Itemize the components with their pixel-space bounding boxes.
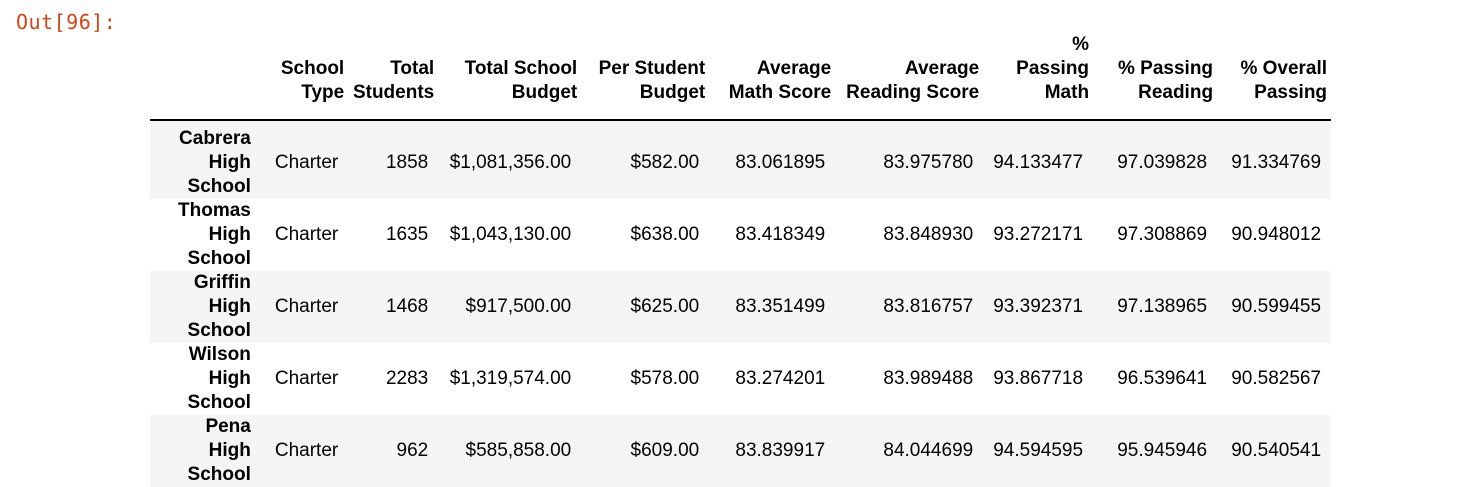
cell-total-school-budget: $1,319,574.00 bbox=[449, 368, 572, 389]
dataframe-output: School Type Total Students Total School Bud… bbox=[150, 0, 1332, 487]
cell-total-students: 1635 bbox=[385, 224, 429, 245]
cell-average-math-score: 83.274201 bbox=[735, 368, 826, 389]
table-row: Cabrera High School Charter 1858 $1,081,3… bbox=[150, 120, 1332, 199]
row-index-label: Cabrera High School bbox=[179, 128, 251, 197]
cell-school-type: Charter bbox=[274, 296, 339, 317]
table-header: School Type Total Students Total School Bud… bbox=[150, 0, 1332, 121]
cell-average-reading-score: 83.848930 bbox=[883, 224, 974, 245]
index-header bbox=[150, 0, 263, 121]
cell-school-type: Charter bbox=[274, 368, 339, 389]
row-index-label: Griffin High School bbox=[187, 272, 251, 341]
column-header-per-student-budget: Per Student Budget bbox=[581, 0, 710, 121]
cell-overall-passing: 90.582567 bbox=[1231, 368, 1322, 389]
output-prompt: Out[96]: bbox=[16, 10, 117, 34]
table-row: Wilson High School Charter 2283 $1,319,57… bbox=[150, 343, 1331, 415]
column-header-total-school-budget: Total School Budget bbox=[438, 0, 582, 121]
cell-total-school-budget: $917,500.00 bbox=[465, 296, 572, 317]
cell-total-students: 2283 bbox=[385, 368, 429, 389]
cell-average-math-score: 83.418349 bbox=[735, 224, 826, 245]
table-row: Pena High School Charter 962 $585,858.00 … bbox=[150, 415, 1332, 487]
column-header-total-students: Total Students bbox=[348, 0, 439, 121]
cell-overall-passing: 90.948012 bbox=[1231, 224, 1322, 245]
table-body: Cabrera High School Charter 1858 $1,081,3… bbox=[150, 120, 1332, 487]
cell-total-students: 1858 bbox=[385, 152, 429, 173]
cell-average-math-score: 83.061895 bbox=[735, 152, 826, 173]
cell-passing-math: 93.272171 bbox=[993, 224, 1084, 245]
cell-per-student-budget: $578.00 bbox=[630, 368, 700, 389]
column-header-overall-passing: % Overall Passing bbox=[1217, 0, 1332, 121]
table-row: Thomas High School Charter 1635 $1,043,13… bbox=[150, 199, 1331, 271]
cell-per-student-budget: $582.00 bbox=[630, 152, 700, 173]
cell-passing-math: 93.867718 bbox=[993, 368, 1084, 389]
cell-school-type: Charter bbox=[274, 440, 339, 461]
column-header-average-math-score: Average Math Score bbox=[709, 0, 836, 121]
cell-overall-passing: 90.540541 bbox=[1231, 440, 1322, 461]
cell-school-type: Charter bbox=[274, 224, 339, 245]
row-index-label: Wilson High School bbox=[187, 344, 251, 413]
cell-passing-reading: 97.138965 bbox=[1117, 296, 1208, 317]
column-header-passing-math: % Passing Math bbox=[983, 0, 1094, 121]
cell-overall-passing: 90.599455 bbox=[1231, 296, 1322, 317]
cell-average-reading-score: 83.975780 bbox=[883, 152, 974, 173]
row-index-label: Thomas High School bbox=[178, 200, 251, 269]
cell-passing-reading: 97.039828 bbox=[1117, 152, 1208, 173]
cell-passing-math: 94.133477 bbox=[993, 152, 1084, 173]
cell-passing-reading: 97.308869 bbox=[1117, 224, 1208, 245]
cell-total-school-budget: $1,043,130.00 bbox=[449, 224, 572, 245]
cell-passing-math: 94.594595 bbox=[993, 440, 1084, 461]
header-row: School Type Total Students Total School Bud… bbox=[150, 0, 1332, 121]
cell-passing-reading: 96.539641 bbox=[1117, 368, 1208, 389]
cell-per-student-budget: $625.00 bbox=[630, 296, 700, 317]
row-index-label: Pena High School bbox=[187, 416, 251, 485]
cell-average-math-score: 83.351499 bbox=[735, 296, 826, 317]
cell-total-school-budget: $1,081,356.00 bbox=[449, 152, 572, 173]
dataframe-table: School Type Total Students Total School Bud… bbox=[150, 0, 1332, 487]
cell-average-reading-score: 83.989488 bbox=[883, 368, 974, 389]
table-row: Griffin High School Charter 1468 $917,500… bbox=[150, 271, 1332, 343]
cell-average-math-score: 83.839917 bbox=[735, 440, 826, 461]
cell-total-students: 962 bbox=[396, 440, 429, 461]
cell-average-reading-score: 84.044699 bbox=[883, 440, 974, 461]
cell-per-student-budget: $638.00 bbox=[630, 224, 700, 245]
column-header-passing-reading: % Passing Reading bbox=[1093, 0, 1218, 121]
cell-total-school-budget: $585,858.00 bbox=[465, 440, 572, 461]
column-header-school-type: School Type bbox=[262, 0, 349, 121]
cell-per-student-budget: $609.00 bbox=[630, 440, 700, 461]
cell-passing-math: 93.392371 bbox=[993, 296, 1084, 317]
cell-overall-passing: 91.334769 bbox=[1231, 152, 1322, 173]
cell-total-students: 1468 bbox=[385, 296, 429, 317]
cell-school-type: Charter bbox=[274, 152, 339, 173]
column-header-average-reading-score: Average Reading Score bbox=[835, 0, 984, 121]
cell-average-reading-score: 83.816757 bbox=[883, 296, 974, 317]
cell-passing-reading: 95.945946 bbox=[1117, 440, 1208, 461]
